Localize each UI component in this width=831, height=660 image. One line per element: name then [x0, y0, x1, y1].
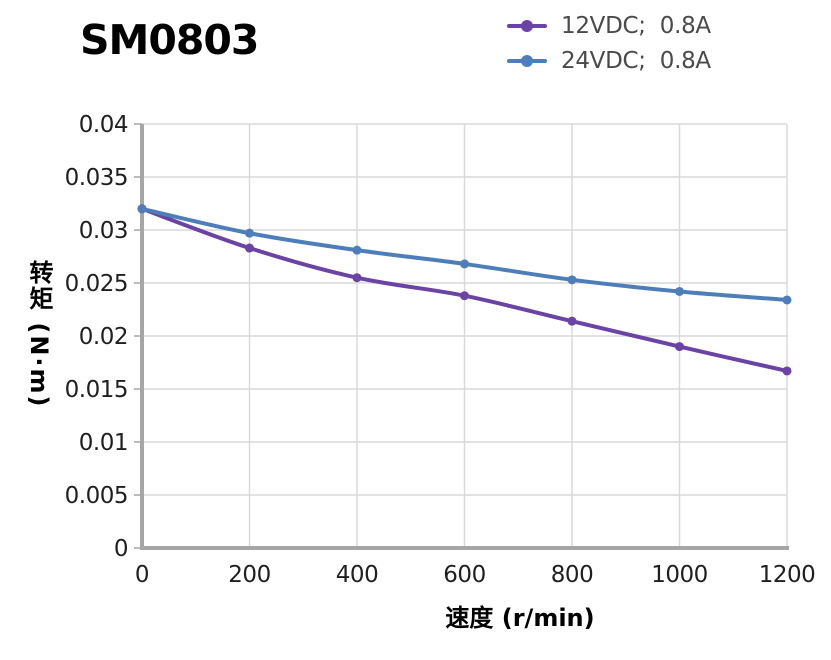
x-tick-label: 200: [228, 562, 270, 588]
y-tick-label: 0.04: [79, 112, 128, 138]
chart-title: SM0803: [80, 16, 259, 64]
data-point-24vdc: [460, 259, 469, 269]
x-tick-label: 1000: [651, 562, 708, 588]
x-axis-title: 速度 (r/min): [445, 604, 595, 632]
y-tick-label: 0.02: [79, 324, 128, 350]
data-point-24vdc: [782, 295, 792, 305]
x-tick-label: 400: [336, 562, 378, 588]
x-tick-label: 1200: [759, 562, 816, 588]
data-point-24vdc: [675, 286, 684, 296]
data-point-24vdc: [137, 204, 147, 214]
x-tick-label: 0: [135, 562, 149, 588]
legend: 12VDC; 0.8A 24VDC; 0.8A: [507, 12, 711, 75]
y-tick-label: 0.01: [79, 430, 128, 456]
data-point-24vdc: [352, 245, 362, 255]
y-tick-label: 0.025: [65, 271, 128, 297]
data-point-12vdc: [460, 291, 469, 301]
y-tick-label: 0.005: [65, 483, 128, 509]
data-point-12vdc: [567, 316, 577, 326]
data-point-24vdc: [245, 228, 254, 238]
x-tick-label: 600: [443, 562, 485, 588]
y-axis-title: 转矩 (N·m): [25, 260, 53, 409]
data-point-12vdc: [245, 243, 254, 253]
y-tick-label: 0: [114, 536, 128, 562]
legend-item-24vdc: 24VDC; 0.8A: [507, 47, 711, 75]
data-point-24vdc: [567, 275, 577, 285]
y-tick-label: 0.035: [65, 165, 128, 191]
data-point-12vdc: [352, 273, 362, 283]
legend-marker-12vdc-icon: [507, 19, 547, 33]
legend-label-24vdc: 24VDC; 0.8A: [561, 48, 711, 74]
y-tick-label: 0.03: [79, 218, 128, 244]
legend-item-12vdc: 12VDC; 0.8A: [507, 12, 711, 40]
data-point-12vdc: [675, 342, 684, 352]
y-tick-label: 0.015: [65, 377, 128, 403]
legend-marker-24vdc-icon: [507, 54, 547, 68]
legend-label-12vdc: 12VDC; 0.8A: [561, 13, 711, 39]
x-tick-label: 800: [551, 562, 593, 588]
data-point-12vdc: [782, 366, 792, 376]
